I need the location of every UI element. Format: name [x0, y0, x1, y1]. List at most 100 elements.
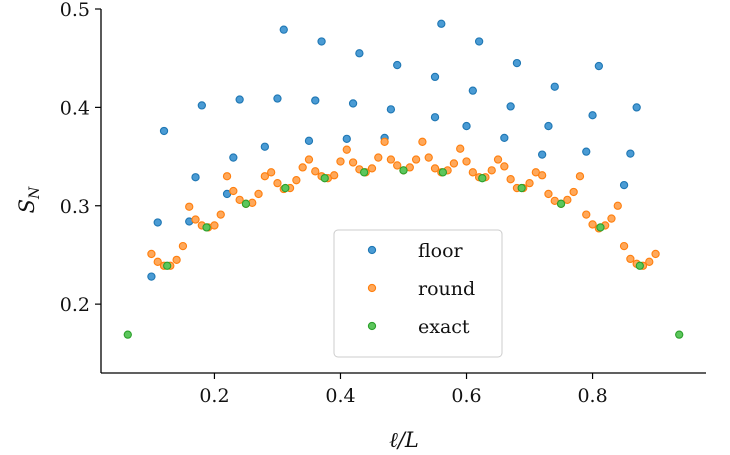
exact-point: [478, 174, 487, 183]
round-point: [260, 172, 270, 181]
round-point: [153, 257, 162, 266]
floor-point: [506, 102, 515, 111]
exact-point: [123, 330, 132, 339]
round-point: [449, 159, 459, 168]
round-point: [374, 153, 383, 162]
floor-point: [279, 25, 288, 34]
floor-point: [317, 37, 326, 46]
floor-point: [159, 126, 169, 136]
exact-point: [438, 168, 448, 177]
legend-marker-exact: [367, 321, 377, 331]
legend: floor round exact: [333, 229, 503, 358]
round-point: [569, 187, 578, 197]
x-tick-label: 0.2: [199, 385, 229, 407]
round-point: [386, 155, 396, 164]
y-axis-label-subscript: N: [27, 186, 43, 200]
y-axis-label: SN: [15, 186, 43, 213]
exact-point: [320, 174, 329, 183]
round-point: [298, 163, 307, 172]
floor-point: [430, 113, 440, 122]
y-axis-ticks: 0.2 0.3 0.4 0.5: [60, 0, 101, 316]
exact-point: [675, 330, 684, 339]
round-point: [506, 175, 515, 184]
round-point: [380, 137, 389, 146]
exact-point: [517, 183, 526, 193]
round-point: [582, 210, 591, 219]
exact-point: [399, 166, 408, 175]
y-tick-label: 0.4: [60, 97, 90, 119]
y-tick-label: 0.2: [60, 294, 90, 316]
round-point: [229, 186, 238, 196]
round-point: [651, 249, 660, 259]
round-point: [575, 172, 585, 181]
round-point: [493, 155, 503, 164]
round-point: [418, 137, 427, 146]
round-point: [619, 241, 629, 251]
round-point: [342, 145, 351, 154]
exact-point: [556, 199, 566, 208]
floor-point: [462, 121, 471, 131]
round-point: [456, 144, 465, 153]
floor-point: [468, 86, 477, 95]
floor-point: [260, 142, 270, 151]
floor-point: [386, 105, 396, 114]
exact-point: [635, 261, 644, 270]
floor-point: [153, 218, 162, 227]
exact-point: [359, 168, 369, 177]
round-point: [348, 158, 358, 167]
floor-point: [512, 58, 522, 68]
x-tick-label: 0.6: [451, 385, 481, 407]
floor-point: [588, 111, 597, 120]
legend-label-floor: floor: [418, 240, 464, 262]
floor-point: [311, 96, 320, 105]
floor-point: [544, 121, 553, 131]
round-point: [216, 210, 225, 219]
floor-point: [619, 180, 629, 190]
floor-point: [342, 134, 351, 144]
floor-point: [632, 103, 641, 112]
round-point: [500, 162, 509, 171]
x-axis-label: ℓ/L: [389, 428, 419, 452]
floor-point: [235, 95, 244, 104]
round-point: [172, 255, 181, 265]
round-point: [304, 155, 314, 164]
legend-label-round: round: [418, 278, 475, 300]
y-tick-label: 0.5: [60, 0, 90, 21]
exact-point: [596, 223, 605, 232]
round-point: [613, 201, 622, 210]
floor-point: [537, 150, 547, 159]
round-point: [254, 189, 263, 199]
x-tick-label: 0.8: [577, 385, 607, 407]
series-exact: [123, 166, 684, 339]
floor-point: [191, 173, 200, 182]
exact-point: [281, 183, 290, 193]
round-point: [367, 164, 377, 173]
round-point: [210, 221, 219, 230]
floor-point: [393, 60, 402, 70]
floor-point: [430, 72, 440, 82]
round-point: [178, 241, 188, 251]
floor-point: [197, 101, 206, 110]
round-point: [191, 215, 200, 224]
exact-point: [202, 223, 211, 232]
floor-point: [348, 99, 358, 108]
round-point: [330, 171, 339, 180]
round-point: [235, 195, 244, 205]
round-point: [393, 161, 402, 170]
y-axis-label-main: S: [15, 199, 39, 213]
floor-point: [229, 153, 238, 162]
legend-marker-round: [367, 283, 377, 293]
y-tick-label: 0.3: [60, 196, 90, 218]
floor-point: [355, 49, 364, 58]
series-floor: [147, 19, 641, 281]
plot-area: [100, 9, 706, 374]
round-point: [222, 172, 232, 181]
round-point: [185, 202, 194, 211]
round-point: [311, 167, 320, 176]
x-tick-label: 0.4: [325, 385, 355, 407]
floor-point: [147, 272, 156, 281]
x-axis-ticks: 0.2 0.4 0.6 0.8: [199, 373, 608, 407]
round-point: [607, 214, 616, 223]
round-point: [292, 176, 301, 185]
